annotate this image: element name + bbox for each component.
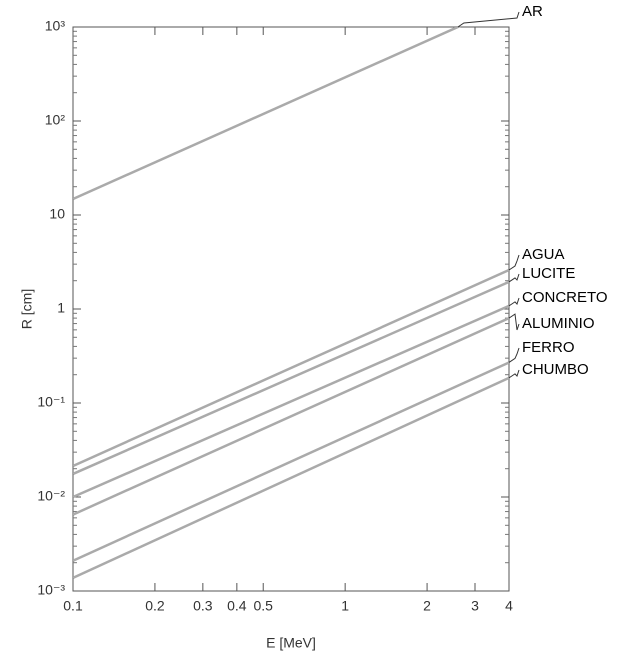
- x-tick-label: 1: [341, 598, 349, 614]
- series-line: [73, 280, 509, 476]
- y-axis-label: R [cm]: [19, 289, 35, 329]
- y-tick-label: 10: [49, 206, 65, 222]
- series-label: FERRO: [522, 339, 575, 356]
- leader-line: [457, 11, 520, 28]
- series-line: [73, 304, 509, 499]
- leader-line: [508, 273, 520, 283]
- series-line: [73, 316, 509, 516]
- series-line: [73, 268, 509, 468]
- leader-line: [508, 254, 520, 271]
- series-line: [73, 376, 509, 579]
- x-tick-label: 2: [423, 598, 431, 614]
- leader-line: [508, 313, 520, 331]
- x-tick-label: 4: [505, 598, 513, 614]
- series-line: [73, 361, 509, 562]
- y-tick-label: 10⁻²: [37, 488, 65, 504]
- series-line: [73, 27, 461, 201]
- series-label: AR: [522, 3, 543, 20]
- x-tick-label: 0.3: [193, 598, 213, 614]
- x-tick-label: 0.1: [63, 598, 83, 614]
- y-tick-label: 1: [57, 300, 65, 316]
- y-tick-label: 10⁻³: [37, 582, 65, 598]
- leader-line: [508, 369, 520, 379]
- leader-line: [508, 297, 520, 307]
- x-tick-label: 0.2: [145, 598, 165, 614]
- x-axis-label: E [MeV]: [266, 635, 316, 651]
- plot-lines: [73, 27, 509, 579]
- x-tick-label: 0.5: [253, 598, 273, 614]
- y-tick-label: 10³: [45, 18, 66, 34]
- series-label: AGUA: [522, 246, 565, 263]
- series-label: CONCRETO: [522, 289, 608, 306]
- x-tick-label: 0.4: [227, 598, 247, 614]
- leader-line: [508, 347, 520, 363]
- x-tick-label: 3: [471, 598, 479, 614]
- series-label: CHUMBO: [522, 361, 589, 378]
- series-label: ALUMINIO: [522, 315, 595, 332]
- series-label: LUCITE: [522, 265, 575, 282]
- y-tick-label: 10⁻¹: [37, 394, 65, 410]
- y-tick-label: 10²: [45, 112, 66, 128]
- plot-frame: [72, 26, 510, 592]
